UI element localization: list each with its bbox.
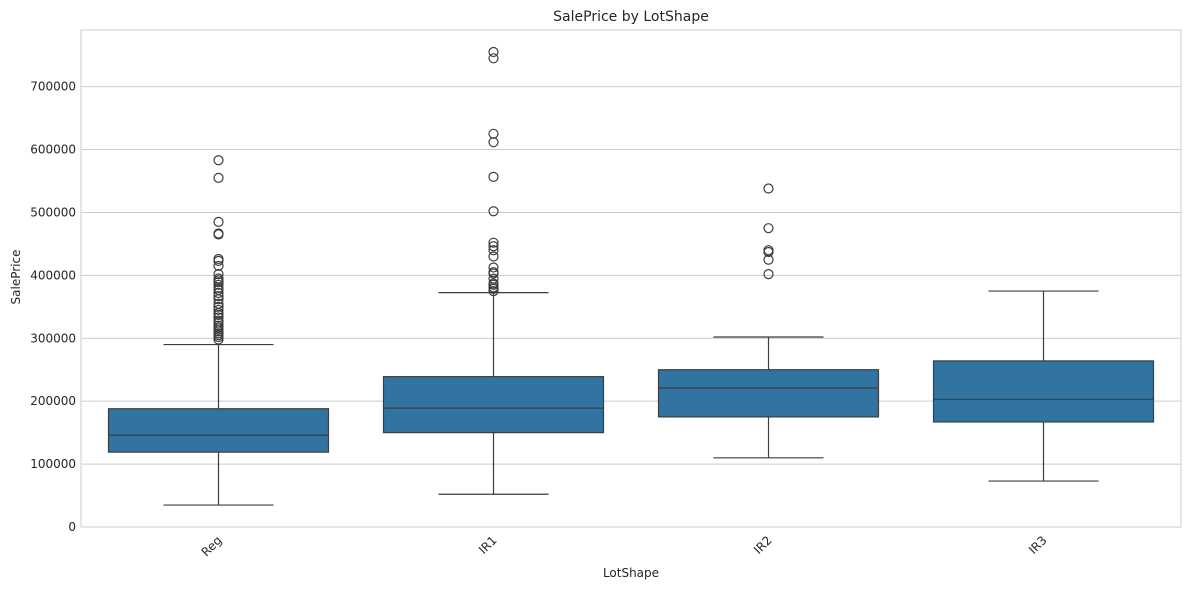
outlier-point (763, 183, 774, 194)
outlier-point (213, 260, 224, 272)
y-tick-label: 600000 (30, 143, 76, 157)
iqr-box (932, 360, 1155, 423)
outlier-point (488, 279, 499, 290)
y-tick-label: 300000 (30, 331, 76, 345)
outlier-point (213, 334, 224, 345)
outlier-point (488, 137, 499, 148)
outlier-point (213, 279, 224, 290)
iqr-box (382, 376, 605, 434)
outlier-point (488, 241, 499, 252)
outlier-point (213, 277, 224, 288)
chart-title: SalePrice by LotShape (553, 9, 709, 25)
outlier-point (213, 155, 224, 166)
outlier-point (488, 171, 499, 182)
y-tick-label: 100000 (30, 457, 76, 471)
box-group (382, 46, 605, 495)
outlier-point (488, 237, 499, 248)
iqr-box (107, 408, 330, 453)
outlier-point (488, 262, 499, 273)
outlier-point (488, 285, 499, 297)
outlier-point (213, 291, 224, 302)
box-group (932, 290, 1155, 482)
outlier-point (213, 294, 224, 305)
outlier-point (213, 287, 224, 299)
y-tick-label: 200000 (30, 394, 76, 408)
outlier-point (213, 216, 224, 227)
outlier-point (488, 268, 499, 279)
outlier-point (213, 229, 224, 240)
outlier-point (213, 331, 224, 343)
outlier-point (763, 246, 774, 258)
box-layer (107, 46, 1155, 506)
outlier-point (763, 268, 774, 280)
outlier-point (488, 46, 499, 58)
plot-frame (80, 29, 1182, 528)
box-group (107, 155, 330, 506)
outlier-point (488, 206, 499, 217)
outlier-point (213, 172, 224, 183)
box-group (657, 183, 880, 459)
outlier-point (213, 301, 224, 312)
outlier-point (213, 268, 224, 280)
outlier-point (213, 309, 224, 321)
y-tick-label: 500000 (30, 205, 76, 219)
iqr-box (657, 369, 880, 418)
outlier-point (763, 223, 774, 234)
outlier-point (488, 251, 499, 262)
y-tick-labels: 0 100000 200000 300000 400000 500000 600000 700… (30, 80, 76, 534)
y-axis-label: SalePrice (9, 250, 23, 305)
outlier-point (488, 245, 499, 256)
outlier-point (763, 254, 774, 265)
outlier-point (213, 255, 224, 266)
outlier-point (488, 53, 499, 64)
grid-lines (81, 86, 1181, 528)
y-tick-label: 400000 (30, 268, 76, 282)
y-tick-label: 0 (68, 520, 76, 534)
x-axis-label: LotShape (603, 566, 659, 580)
outlier-point (213, 304, 224, 316)
y-tick-label: 700000 (30, 80, 76, 94)
outlier-point (488, 128, 499, 139)
outlier-point (213, 312, 224, 323)
